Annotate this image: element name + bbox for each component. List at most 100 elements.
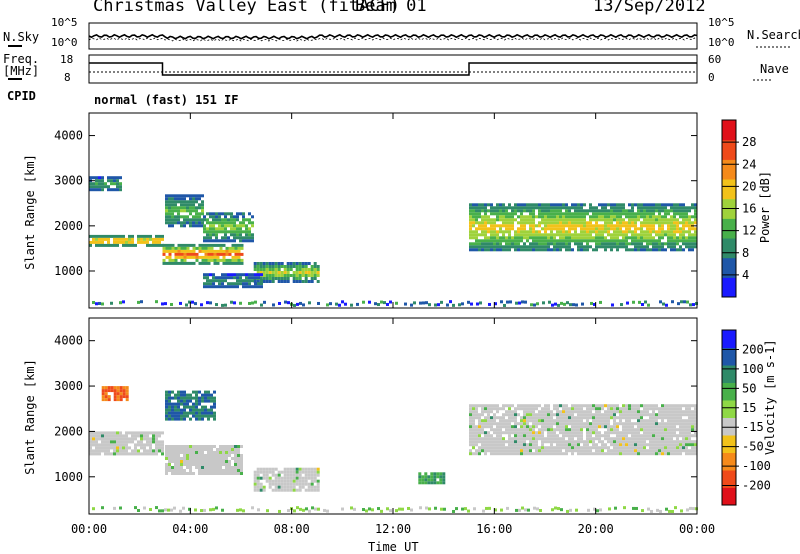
power-cell xyxy=(529,230,532,234)
power-cell xyxy=(577,236,580,240)
power-cell xyxy=(640,209,643,213)
velocity-cell xyxy=(113,440,116,444)
velocity-cell xyxy=(649,425,652,429)
velocity-cell xyxy=(511,428,514,432)
power-cell xyxy=(271,277,275,280)
velocity-cell xyxy=(152,434,155,438)
velocity-cell xyxy=(192,448,195,451)
power-cell xyxy=(526,203,529,207)
power-cell xyxy=(538,236,541,240)
power-cell xyxy=(649,206,652,210)
velocity-cell xyxy=(168,457,171,460)
power-cell xyxy=(694,218,697,222)
velocity-cell xyxy=(655,446,658,450)
velocity-cell xyxy=(180,472,183,475)
velocity-cell xyxy=(556,416,559,420)
velocity-cell xyxy=(225,469,228,472)
power-cell xyxy=(667,209,670,213)
velocity-cell xyxy=(155,434,158,438)
velocity-cell xyxy=(637,452,640,456)
power-cell xyxy=(209,215,212,219)
velocity-cell xyxy=(613,413,616,417)
power-cell xyxy=(508,230,511,234)
power-cell xyxy=(216,258,220,262)
power-cell xyxy=(670,248,673,252)
power-cell xyxy=(685,206,688,210)
velocity-cell xyxy=(658,413,661,417)
velocity-cell xyxy=(478,419,481,423)
velocity-cell xyxy=(679,422,682,426)
power-cell xyxy=(688,239,691,243)
velocity-cell xyxy=(231,448,234,451)
velocity-cell xyxy=(421,481,425,485)
power-cell xyxy=(230,282,233,286)
velocity-cell xyxy=(631,422,634,426)
power-cell xyxy=(553,245,556,249)
power-cell xyxy=(526,218,529,222)
power-cell xyxy=(131,243,134,247)
velocity-cell xyxy=(195,448,198,451)
velocity-cell xyxy=(496,404,499,408)
velocity-cell xyxy=(168,405,171,409)
power-cell xyxy=(212,227,215,231)
power-cell xyxy=(218,282,221,286)
power-ground-scatter xyxy=(458,303,461,307)
velocity-cell xyxy=(119,437,122,441)
velocity-cell xyxy=(228,451,231,454)
velocity-cell xyxy=(682,413,685,417)
power-cell xyxy=(688,221,691,225)
velocity-cell xyxy=(667,449,670,453)
velocity-cell xyxy=(595,413,598,417)
power-cell xyxy=(165,255,169,259)
power-cell xyxy=(481,230,484,234)
power-cell xyxy=(221,282,224,286)
power-cell xyxy=(271,280,275,283)
power-cell xyxy=(478,209,481,213)
power-ground-scatter xyxy=(515,301,518,305)
velocity-cell xyxy=(265,476,269,480)
velocity-cell xyxy=(180,414,183,418)
velocity-cell xyxy=(101,434,104,438)
power-cell xyxy=(532,236,535,240)
velocity-ground-scatter xyxy=(533,506,536,510)
velocity-cell xyxy=(541,419,544,423)
velocity-cell xyxy=(95,431,98,435)
power-cell xyxy=(469,224,472,228)
power-cell xyxy=(568,248,571,252)
velocity-cell xyxy=(568,410,571,414)
power-cell xyxy=(234,255,238,259)
velocity-cell xyxy=(571,410,574,414)
velocity-cell xyxy=(499,434,502,438)
velocity-cell xyxy=(670,404,673,408)
power-cell xyxy=(499,242,502,246)
power-cell xyxy=(192,215,195,219)
velocity-cell xyxy=(484,431,487,435)
power-cell xyxy=(547,233,550,237)
velocity-cell xyxy=(685,440,688,444)
power-cell xyxy=(218,276,221,280)
velocity-cell xyxy=(481,437,484,441)
velocity-cell xyxy=(493,437,496,441)
power-cell xyxy=(517,239,520,243)
power-ground-scatter xyxy=(287,301,290,305)
power-cell xyxy=(565,212,568,216)
velocity-cell xyxy=(313,476,317,480)
velocity-cell xyxy=(529,428,532,432)
power-cell xyxy=(634,242,637,246)
power-cell xyxy=(478,206,481,210)
power-cell xyxy=(661,209,664,213)
power-cell xyxy=(213,243,217,247)
velocity-cell xyxy=(652,419,655,423)
velocity-cell xyxy=(586,434,589,438)
velocity-cell xyxy=(631,407,634,411)
velocity-cell xyxy=(664,416,667,420)
velocity-cell xyxy=(92,437,95,441)
power-cell xyxy=(523,221,526,225)
power-cell xyxy=(526,206,529,210)
velocity-cell xyxy=(198,466,201,469)
velocity-cell xyxy=(168,454,171,457)
power-cell xyxy=(532,215,535,219)
velocity-cell xyxy=(472,404,475,408)
velocity-cell xyxy=(529,431,532,435)
velocity-cell xyxy=(146,443,149,447)
